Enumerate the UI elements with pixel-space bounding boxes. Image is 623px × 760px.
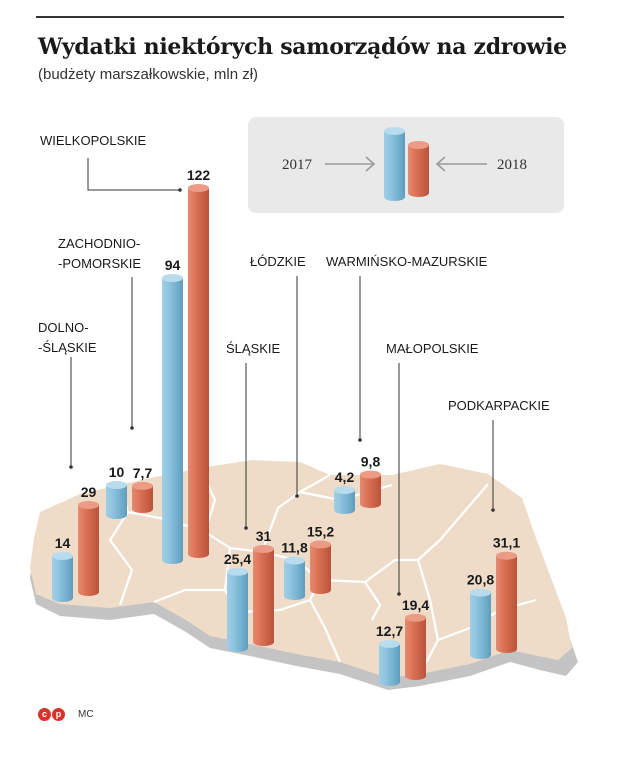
bar-2018 (405, 613, 426, 680)
region-label: MAŁOPOLSKIE (386, 341, 479, 356)
bar-2018 (132, 481, 153, 513)
value-label-2018: 19,4 (402, 597, 429, 613)
leader-dot (397, 592, 401, 596)
bar-2018 (253, 545, 274, 646)
value-label-2018: 15,2 (307, 523, 334, 539)
chart-title: Wydatki niektórych samorządów na zdrowie (38, 34, 567, 60)
leader-dot (178, 188, 182, 192)
region-label: -ŚLĄSKIE (38, 340, 97, 355)
value-label-2017: 11,8 (281, 540, 308, 556)
value-labels: 14 29 10 7,7 94 122 25,4 31 11,815,2 4,2 9,8 12,7 19… (55, 167, 521, 639)
legend-arrow-right (435, 156, 487, 172)
value-label-2018: 122 (187, 167, 211, 183)
value-label-2017: 4,2 (335, 469, 355, 485)
value-label-2017: 20,8 (467, 572, 494, 588)
region-label: WARMIŃSKO-MAZURSKIE (326, 254, 488, 269)
leader-dot (69, 465, 73, 469)
legend-label-2018: 2018 (497, 157, 527, 173)
leader-dot (358, 438, 362, 442)
value-label-2018: 29 (81, 484, 97, 500)
footer: c p MC (38, 708, 94, 721)
bar-2017 (227, 567, 248, 652)
leader-dot (130, 426, 134, 430)
publisher-logo-icon: p (52, 708, 65, 721)
bar-2018 (360, 470, 381, 508)
legend-bar-2018 (408, 141, 429, 197)
value-label-2018: 31 (256, 528, 272, 544)
top-rule (36, 16, 564, 18)
region-label: ZACHODNIO- (58, 236, 140, 251)
chart-subtitle: (budżety marszałkowskie, mln zł) (38, 66, 259, 83)
leader-dot (491, 508, 495, 512)
leader-dot (295, 494, 299, 498)
legend-bar-2017 (384, 127, 405, 201)
bar-2017 (284, 556, 305, 600)
region-label: DOLNO- (38, 320, 89, 335)
leader-dot (244, 526, 248, 530)
bars (52, 184, 517, 686)
value-label-2017: 94 (165, 257, 181, 273)
value-label-2018: 7,7 (133, 465, 153, 481)
bar-2018 (188, 184, 209, 558)
bar-2017 (334, 486, 355, 514)
region-label: WIELKOPOLSKIE (40, 133, 147, 148)
region-labels: DOLNO- -ŚLĄSKIE ZACHODNIO- -POMORSKIE WIELKO… (38, 133, 550, 413)
bar-2017 (162, 274, 183, 564)
bar-2017 (379, 639, 400, 686)
value-label-2017: 14 (55, 535, 71, 551)
value-label-2018: 9,8 (361, 454, 381, 470)
leader-line (87, 158, 180, 191)
bar-2018 (78, 501, 99, 596)
legend-box (248, 117, 564, 213)
region-label: -POMORSKIE (58, 256, 141, 271)
legend-bars (384, 127, 429, 201)
value-label-2018: 31,1 (493, 535, 520, 551)
value-label-2017: 10 (109, 464, 125, 480)
leader-lines (69, 158, 495, 596)
copyright-logo-icon: c (38, 708, 51, 721)
bar-2017 (52, 552, 73, 602)
legend-arrow-left (325, 156, 376, 172)
author-initials: MC (78, 708, 94, 720)
legend-label-2017: 2017 (282, 157, 313, 173)
bar-2018 (310, 540, 331, 594)
region-label: ŁÓDZKIE (250, 254, 306, 269)
value-label-2017: 12,7 (376, 623, 403, 639)
bar-2017 (470, 588, 491, 659)
region-label: ŚLĄSKIE (226, 341, 281, 356)
region-label: PODKARPACKIE (448, 398, 550, 413)
value-label-2017: 25,4 (224, 551, 251, 567)
bar-2017 (106, 481, 127, 519)
bar-2018 (496, 551, 517, 653)
legend: 2017 2018 (248, 117, 564, 213)
